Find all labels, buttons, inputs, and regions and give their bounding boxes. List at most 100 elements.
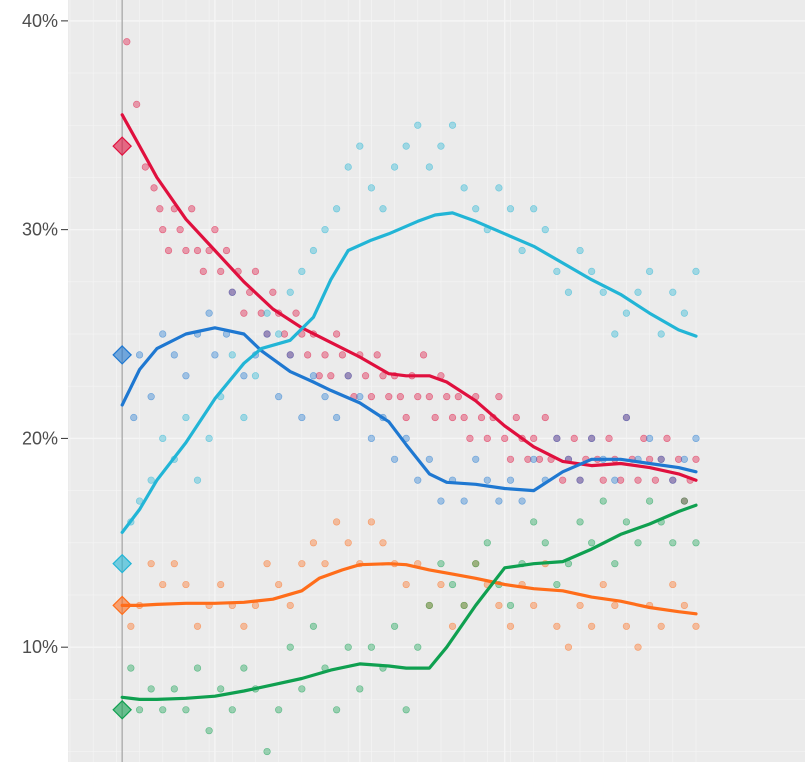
- data-point: [611, 476, 619, 484]
- data-point: [477, 413, 486, 422]
- data-point: [156, 205, 164, 213]
- data-point: [182, 413, 190, 422]
- data-point: [599, 580, 607, 589]
- data-point: [211, 351, 219, 359]
- y-tick-label: 30%: [22, 220, 58, 240]
- data-point: [333, 330, 341, 338]
- data-point: [286, 601, 294, 610]
- data-point: [611, 560, 619, 568]
- data-point: [460, 184, 468, 192]
- data-point: [147, 685, 155, 693]
- data-point: [344, 372, 352, 380]
- data-point: [576, 476, 584, 484]
- data-point: [182, 372, 190, 380]
- data-point: [402, 706, 410, 714]
- data-point: [634, 288, 642, 296]
- data-point: [309, 539, 318, 547]
- data-point: [402, 413, 410, 422]
- data-point: [292, 309, 300, 317]
- data-point: [327, 372, 335, 380]
- data-point: [170, 351, 178, 359]
- data-point: [367, 434, 375, 443]
- data-point: [333, 205, 341, 213]
- data-point: [240, 372, 248, 380]
- data-point: [472, 455, 480, 463]
- data-point: [669, 539, 677, 547]
- data-point: [506, 205, 515, 213]
- data-point: [680, 309, 688, 317]
- data-point: [622, 518, 631, 526]
- data-point: [182, 246, 190, 255]
- data-point: [321, 393, 329, 401]
- data-point: [159, 226, 167, 234]
- data-point: [240, 622, 248, 630]
- data-point: [495, 497, 503, 505]
- trend-layer: [120, 113, 698, 701]
- data-point: [605, 434, 613, 443]
- data-point: [506, 476, 515, 484]
- data-point: [541, 413, 549, 422]
- data-point: [431, 413, 439, 422]
- y-tick-label: 10%: [22, 637, 58, 657]
- data-point: [414, 643, 422, 651]
- data-point: [437, 560, 445, 568]
- data-point: [483, 434, 491, 443]
- data-point: [170, 685, 178, 693]
- data-point: [263, 560, 271, 568]
- plot-panel: [68, 0, 805, 762]
- data-point: [460, 497, 468, 505]
- data-point: [315, 372, 323, 380]
- data-point: [217, 685, 225, 693]
- data-point: [298, 413, 306, 422]
- data-point: [159, 330, 167, 338]
- data-point: [402, 580, 410, 589]
- data-point: [495, 184, 503, 192]
- data-point: [309, 622, 318, 630]
- data-point: [333, 706, 341, 714]
- data-point: [437, 580, 445, 589]
- data-point: [472, 205, 480, 213]
- data-point: [501, 434, 509, 443]
- data-point: [576, 601, 584, 610]
- data-point: [205, 434, 213, 443]
- data-point: [437, 142, 445, 150]
- data-point: [669, 580, 677, 589]
- start-marker: [112, 136, 133, 156]
- data-point: [588, 267, 596, 275]
- data-point: [263, 330, 271, 338]
- data-point: [419, 351, 428, 359]
- data-point: [275, 580, 283, 589]
- data-point: [530, 601, 538, 610]
- data-point: [373, 351, 381, 359]
- data-point: [622, 622, 631, 630]
- data-point: [541, 226, 549, 234]
- data-point: [553, 622, 561, 630]
- data-point: [553, 434, 561, 443]
- start-marker: [112, 345, 133, 365]
- data-point: [240, 664, 248, 672]
- data-point: [530, 518, 538, 526]
- data-point: [495, 393, 503, 401]
- data-point: [564, 643, 573, 651]
- data-point: [193, 664, 202, 672]
- data-point: [333, 518, 341, 526]
- data-point: [634, 643, 642, 651]
- data-point: [692, 455, 700, 463]
- data-point: [640, 434, 648, 443]
- data-point: [286, 288, 294, 296]
- data-point: [211, 226, 219, 234]
- data-point: [454, 393, 462, 401]
- data-point: [669, 288, 677, 296]
- data-point: [298, 267, 306, 275]
- data-point: [193, 246, 202, 255]
- data-point: [286, 643, 294, 651]
- data-point: [379, 372, 387, 380]
- data-point: [123, 38, 131, 46]
- data-point: [135, 706, 144, 714]
- data-point: [611, 330, 619, 338]
- start-marker: [112, 553, 133, 574]
- data-point: [692, 267, 700, 275]
- data-point: [588, 539, 596, 547]
- data-point: [263, 747, 271, 756]
